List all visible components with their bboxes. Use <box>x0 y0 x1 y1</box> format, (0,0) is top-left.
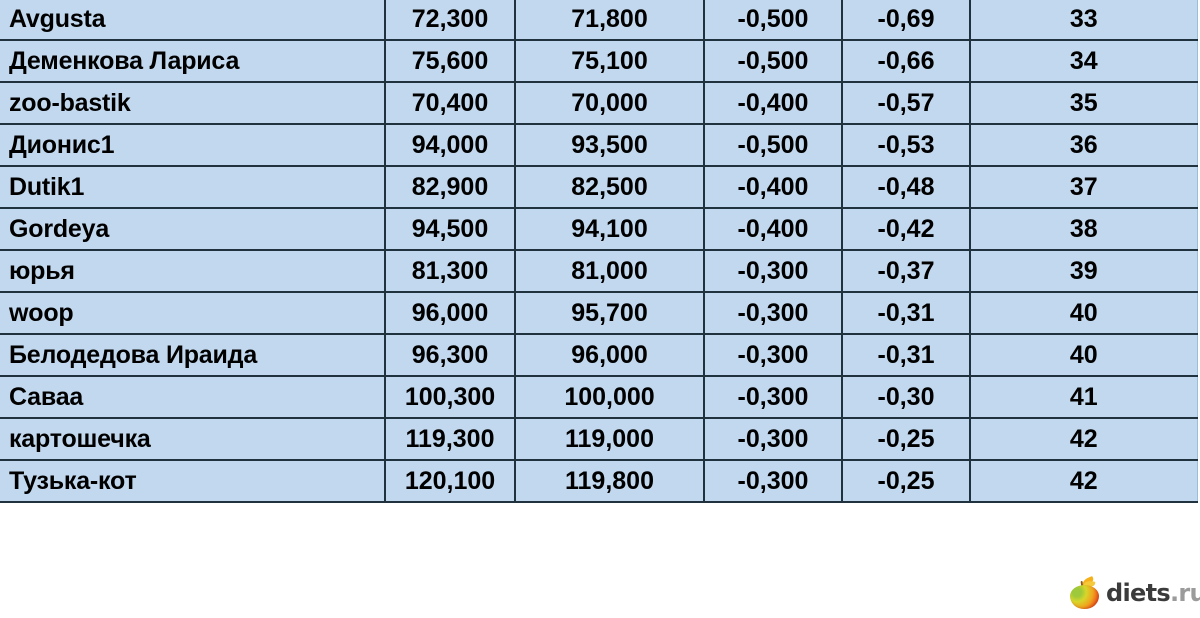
cell-percent: -0,42 <box>842 207 971 251</box>
cell-after: 100,000 <box>515 375 705 419</box>
cell-before: 75,600 <box>385 39 516 83</box>
cell-rank: 37 <box>969 165 1198 209</box>
cell-before: 70,400 <box>385 81 516 125</box>
cell-after: 93,500 <box>515 123 705 167</box>
cell-percent: -0,31 <box>842 291 971 335</box>
table-row: Dutik1 82,900 82,500 -0,400 -0,48 37 <box>0 165 1198 209</box>
apple-icon <box>1070 576 1099 609</box>
logo-name-suffix: .ru <box>1169 579 1200 607</box>
cell-rank: 42 <box>969 459 1198 503</box>
cell-participant-name: zoo-bastik <box>0 81 386 125</box>
cell-participant-name: Тузька-кот <box>0 459 386 503</box>
cell-percent: -0,30 <box>842 375 971 419</box>
cell-participant-name: woop <box>0 291 386 335</box>
table-row: Avgusta 72,300 71,800 -0,500 -0,69 33 <box>0 0 1198 41</box>
cell-rank: 39 <box>969 249 1198 293</box>
table-row: картошечка 119,300 119,000 -0,300 -0,25 42 <box>0 417 1198 461</box>
cell-after: 119,800 <box>515 459 705 503</box>
cell-before: 96,000 <box>385 291 516 335</box>
table-row: Деменкова Лариса 75,600 75,100 -0,500 -0,66 3… <box>0 39 1198 83</box>
table-row: Дионис1 94,000 93,500 -0,500 -0,53 36 <box>0 123 1198 167</box>
cell-change: -0,300 <box>704 291 843 335</box>
cell-after: 82,500 <box>515 165 705 209</box>
ranking-table: Avgusta 72,300 71,800 -0,500 -0,69 33 Деменков… <box>0 0 1198 503</box>
cell-after: 96,000 <box>515 333 705 377</box>
cell-before: 94,500 <box>385 207 516 251</box>
cell-rank: 38 <box>969 207 1198 251</box>
cell-change: -0,300 <box>704 417 843 461</box>
cell-before: 119,300 <box>385 417 516 461</box>
table-row: Gordeya 94,500 94,100 -0,400 -0,42 38 <box>0 207 1198 251</box>
cell-before: 81,300 <box>385 249 516 293</box>
cell-change: -0,500 <box>704 123 843 167</box>
cell-change: -0,400 <box>704 207 843 251</box>
diets-ru-logo[interactable]: diets.ru <box>1070 574 1200 612</box>
cell-rank: 41 <box>969 375 1198 419</box>
cell-participant-name: Avgusta <box>0 0 386 41</box>
cell-after: 95,700 <box>515 291 705 335</box>
cell-after: 94,100 <box>515 207 705 251</box>
cell-participant-name: картошечка <box>0 417 386 461</box>
cell-before: 96,300 <box>385 333 516 377</box>
apple-body <box>1070 585 1099 609</box>
cell-change: -0,300 <box>704 459 843 503</box>
cell-percent: -0,57 <box>842 81 971 125</box>
cell-percent: -0,48 <box>842 165 971 209</box>
cell-after: 70,000 <box>515 81 705 125</box>
logo-wordmark: diets.ru <box>1106 579 1200 607</box>
table-row: woop 96,000 95,700 -0,300 -0,31 40 <box>0 291 1198 335</box>
cell-before: 72,300 <box>385 0 516 41</box>
cell-percent: -0,25 <box>842 459 971 503</box>
cell-percent: -0,37 <box>842 249 971 293</box>
cell-change: -0,500 <box>704 0 843 41</box>
cell-after: 119,000 <box>515 417 705 461</box>
cell-participant-name: Деменкова Лариса <box>0 39 386 83</box>
cell-after: 75,100 <box>515 39 705 83</box>
table-row: Тузька-кот 120,100 119,800 -0,300 -0,25 42 <box>0 459 1198 503</box>
cell-percent: -0,66 <box>842 39 971 83</box>
table-row: Саваа 100,300 100,000 -0,300 -0,30 41 <box>0 375 1198 419</box>
cell-change: -0,500 <box>704 39 843 83</box>
cell-before: 94,000 <box>385 123 516 167</box>
cell-participant-name: Gordeya <box>0 207 386 251</box>
cell-after: 71,800 <box>515 0 705 41</box>
cell-percent: -0,25 <box>842 417 971 461</box>
cell-rank: 40 <box>969 291 1198 335</box>
cell-before: 82,900 <box>385 165 516 209</box>
cell-after: 81,000 <box>515 249 705 293</box>
cell-change: -0,400 <box>704 165 843 209</box>
cell-rank: 33 <box>969 0 1198 41</box>
cell-change: -0,400 <box>704 81 843 125</box>
cell-rank: 35 <box>969 81 1198 125</box>
cell-percent: -0,31 <box>842 333 971 377</box>
cell-before: 100,300 <box>385 375 516 419</box>
cell-participant-name: Dutik1 <box>0 165 386 209</box>
table-row: zoo-bastik 70,400 70,000 -0,400 -0,57 35 <box>0 81 1198 125</box>
cell-rank: 36 <box>969 123 1198 167</box>
cell-rank: 40 <box>969 333 1198 377</box>
table-row: Белодедова Ираида 96,300 96,000 -0,300 -0,31… <box>0 333 1198 377</box>
logo-name-primary: diets <box>1106 579 1171 607</box>
cell-before: 120,100 <box>385 459 516 503</box>
cell-participant-name: Дионис1 <box>0 123 386 167</box>
cell-participant-name: юрья <box>0 249 386 293</box>
cell-change: -0,300 <box>704 333 843 377</box>
table-row: юрья 81,300 81,000 -0,300 -0,37 39 <box>0 249 1198 293</box>
cell-change: -0,300 <box>704 249 843 293</box>
cell-percent: -0,69 <box>842 0 971 41</box>
cell-participant-name: Саваа <box>0 375 386 419</box>
cell-rank: 42 <box>969 417 1198 461</box>
cell-participant-name: Белодедова Ираида <box>0 333 386 377</box>
cell-change: -0,300 <box>704 375 843 419</box>
cell-percent: -0,53 <box>842 123 971 167</box>
cell-rank: 34 <box>969 39 1198 83</box>
ranking-table-body: Avgusta 72,300 71,800 -0,500 -0,69 33 Деменков… <box>0 0 1198 503</box>
